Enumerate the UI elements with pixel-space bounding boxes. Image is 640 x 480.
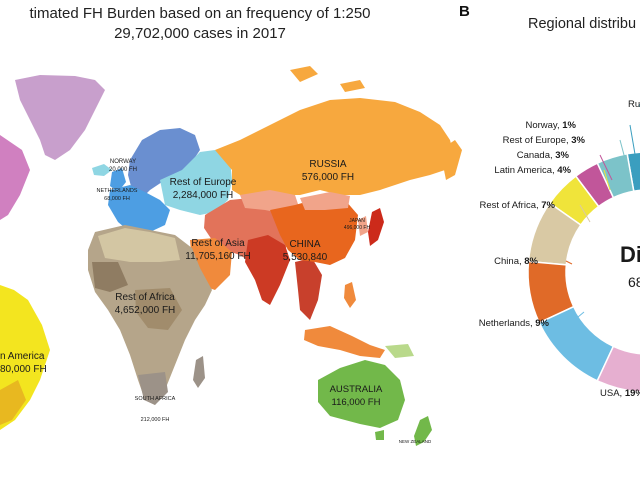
north-america-shape (0, 135, 30, 220)
southeast-asia-shape (295, 258, 322, 320)
map-title-line2: 29,702,000 cases in 2017 (114, 25, 286, 42)
china-name: CHINA (289, 239, 320, 250)
south-africa-name: SOUTH AFRICA (135, 396, 176, 402)
latin-america-name: n America (0, 351, 45, 362)
russia-shape (215, 98, 455, 200)
central-africa-shape (135, 288, 182, 330)
legend-label: Rus (628, 99, 640, 110)
legend-label: Latin America, 4% (494, 165, 571, 176)
philippines-shape (344, 282, 356, 308)
rest-of-africa-value: 4,652,000 FH (115, 305, 176, 316)
norway-value: 20,000 FH (109, 167, 137, 173)
donut-slice-norway (626, 151, 640, 193)
legend-leader-line (619, 139, 629, 171)
australia-shape (318, 360, 405, 428)
rest-of-asia-value: 11,705,160 FH (185, 251, 250, 262)
legend-leader-line (579, 204, 591, 223)
legend-label: USA, 19% (600, 388, 640, 399)
tasmania-shape (375, 430, 384, 440)
donut-chart (527, 151, 640, 393)
donut-slice-rest-of-europe (596, 152, 635, 199)
latin-america-value: 80,000 FH (0, 364, 47, 375)
rest-of-africa-name: Rest of Africa (115, 292, 175, 303)
australia-value: 116,000 FH (332, 397, 381, 408)
australia-name: AUSTRALIA (330, 384, 383, 395)
legend-leader-line (565, 260, 573, 265)
iceland-shape (92, 164, 112, 176)
panel-b-title: Regional distribu (528, 16, 637, 32)
rest-of-europe-value: 2,284,000 FH (173, 190, 234, 201)
indonesia-shape (304, 326, 385, 358)
russia-value: 576,000 FH (302, 172, 354, 183)
arctic-islands-shape (290, 66, 365, 92)
rest-of-europe-shape (160, 150, 232, 215)
donut-slice-usa (596, 345, 640, 393)
mongolia-shape (300, 192, 350, 210)
legend-label: Netherlands, 9% (479, 318, 550, 329)
map-title: timated FH Burden based on an frequency … (0, 4, 400, 44)
donut-slice-netherlands (538, 305, 615, 382)
legend-label: Rest of Africa, 7% (479, 200, 555, 211)
south-africa-shape (138, 372, 168, 405)
legend-label: China, 8% (494, 256, 538, 267)
scandinavia-shape (128, 128, 200, 200)
japan-name: JAPAN (349, 218, 365, 224)
netherlands-value: 68,000 FH (104, 196, 130, 202)
madagascar-shape (193, 356, 205, 388)
netherlands-name: NETHERLANDS (97, 188, 138, 194)
legend-leader-line (577, 311, 585, 318)
donut-center-value: 68 (628, 274, 640, 290)
donut-slice-canada (574, 162, 615, 208)
donut-slice-rest-of-africa (527, 202, 582, 266)
rest-of-asia-name: Rest of Asia (191, 238, 245, 249)
china-shape (270, 198, 358, 265)
kamchatka-shape (440, 140, 462, 180)
donut-center-label: Di (620, 242, 640, 267)
russia-name: RUSSIA (309, 159, 347, 170)
norway-name: NORWAY (110, 159, 136, 165)
donut-legend: Rus Norway, 1% Rest of Europe, 3% Canada, 3… (479, 99, 640, 399)
greenland-shape (15, 75, 105, 160)
donut-slice-latin-america (548, 175, 600, 227)
map-title-line1: timated FH Burden based on an frequency … (29, 5, 371, 22)
japan-value: 496,000 FH (344, 225, 371, 231)
legend-label: Rest of Europe, 3% (503, 135, 586, 146)
legend-leader-line (629, 124, 637, 161)
china-value: 5,530,840 (283, 252, 328, 263)
new-zealand-name: NEW ZEALAND (399, 439, 432, 444)
japan-shape (368, 208, 384, 246)
legend-label: Norway, 1% (525, 120, 576, 131)
legend-leader-line (599, 154, 613, 181)
west-africa-shape (92, 262, 128, 292)
south-africa-value: 212,000 FH (141, 417, 170, 423)
new-zealand-shape (414, 416, 432, 446)
india-shape (245, 235, 290, 305)
legend-label: Canada, 3% (517, 150, 570, 161)
uk-shape (110, 168, 126, 192)
legend-leader-line (603, 169, 611, 191)
western-europe-shape (108, 185, 170, 232)
papua-shape (385, 344, 414, 358)
donut-slice-china (527, 260, 575, 324)
rest-of-europe-name: Rest of Europe (170, 177, 237, 188)
panel-b-letter: B (459, 3, 470, 20)
korea-shape (358, 216, 368, 236)
north-africa-shape (98, 228, 180, 262)
latin-america-accent (0, 380, 26, 425)
